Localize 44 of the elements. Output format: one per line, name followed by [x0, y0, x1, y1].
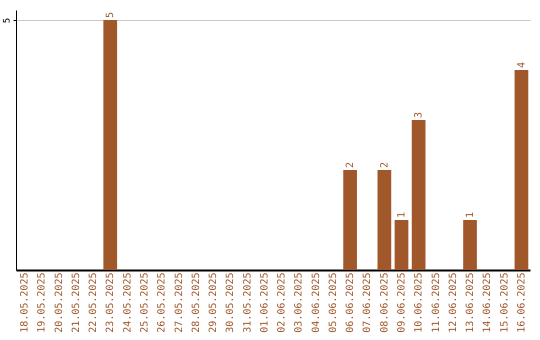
x-tick-label: 28.05.2025: [190, 272, 202, 333]
x-tick-label: 19.05.2025: [36, 272, 48, 333]
x-tick-label: 01.06.2025: [259, 272, 270, 333]
x-tick-label: 03.06.2025: [294, 272, 305, 333]
x-tick-label: 29.05.2025: [208, 272, 220, 333]
x-tick-label: 10.06.2025: [414, 272, 425, 333]
x-tick-label: 08.06.2025: [379, 272, 390, 333]
bar: [463, 220, 477, 270]
data-label: 1: [465, 212, 476, 218]
bar: [343, 170, 357, 270]
x-tick-label: 09.06.2025: [396, 272, 408, 333]
data-label: 5: [105, 12, 116, 18]
x-tick-label: 11.06.2025: [430, 272, 442, 333]
x-tick-label: 30.05.2025: [225, 272, 236, 333]
x-tick-label: 02.06.2025: [276, 272, 288, 333]
bar: [378, 170, 392, 270]
x-tick-label: 24.05.2025: [122, 272, 134, 333]
data-label: 2: [345, 162, 356, 168]
x-tick-label: 14.06.2025: [482, 272, 494, 333]
x-tick-label: 27.05.2025: [174, 272, 185, 333]
data-label: 1: [396, 212, 408, 218]
data-label: 2: [379, 162, 390, 168]
x-tick-label: 31.05.2025: [242, 272, 254, 333]
x-tick-label: 12.06.2025: [448, 272, 459, 333]
data-label: 4: [516, 62, 528, 68]
x-tick-label: 22.05.2025: [88, 272, 100, 333]
bar: [412, 120, 426, 270]
bar: [514, 70, 528, 270]
data-label: 3: [414, 112, 425, 118]
x-tick-label: 25.05.2025: [140, 272, 150, 333]
bar: [103, 20, 118, 270]
x-tick-label: 07.06.2025: [362, 272, 374, 333]
x-tick-label: 26.05.2025: [156, 272, 168, 333]
x-tick-label: 23.05.2025: [105, 272, 116, 333]
x-tick-label: 16.06.2025: [516, 272, 528, 333]
x-tick-label: 21.05.2025: [70, 272, 82, 333]
x-tick-label: 06.06.2025: [345, 272, 356, 333]
x-tick-label: 05.06.2025: [328, 272, 339, 333]
bar: [394, 220, 408, 270]
x-tick-label: 18.05.2025: [20, 272, 31, 333]
x-tick-label: 04.06.2025: [310, 272, 322, 333]
x-tick-label: 15.06.2025: [499, 272, 510, 333]
x-tick-label: 20.05.2025: [54, 272, 65, 333]
x-tick-label: 13.06.2025: [465, 272, 476, 333]
